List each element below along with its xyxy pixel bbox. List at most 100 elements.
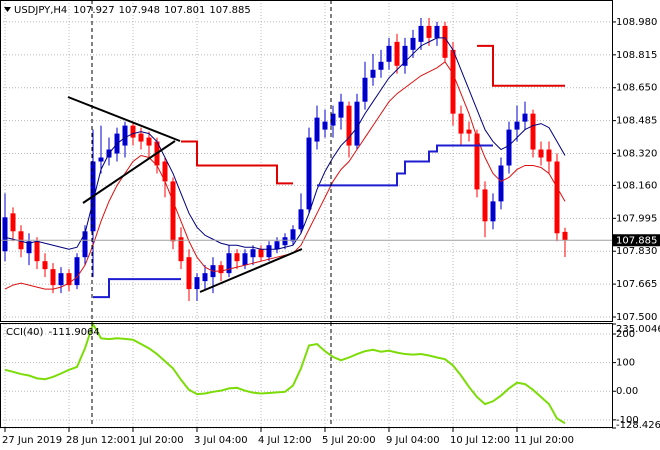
candle-body xyxy=(26,241,32,254)
candle-body xyxy=(138,133,144,142)
candle-body xyxy=(42,261,48,270)
candle-body xyxy=(362,77,368,102)
cci-header: CCI(40) -111.9064 xyxy=(6,327,100,338)
y-tick-label: 108.815 xyxy=(616,50,657,61)
candle-body xyxy=(546,149,552,162)
candle-body xyxy=(290,229,296,242)
y-tick-label: 107.500 xyxy=(616,312,657,323)
candle-body xyxy=(506,129,512,166)
candle-body xyxy=(226,253,232,274)
candle-body xyxy=(274,241,280,250)
trend-line xyxy=(82,140,176,204)
y-tick-label: 108.320 xyxy=(616,149,657,160)
menu-triangle[interactable] xyxy=(4,7,11,12)
y-tick-label: 235.0046 xyxy=(616,324,660,335)
y-tick-label: 108.980 xyxy=(616,17,657,28)
candle-body xyxy=(202,273,208,282)
candle-body xyxy=(490,201,496,222)
cci-title: CCI(40) xyxy=(6,327,44,338)
y-tick-label: 100 xyxy=(616,358,635,369)
candle-body xyxy=(394,41,400,66)
candle-body xyxy=(258,249,264,258)
y-tick-label: 107.830 xyxy=(616,246,657,257)
candle-body xyxy=(322,121,328,130)
candle-body xyxy=(98,157,104,162)
candle-body xyxy=(442,25,448,58)
y-tick-label: 107.665 xyxy=(616,279,657,290)
x-tick-label: 28 Jun 12:00 xyxy=(66,435,130,446)
candle-body xyxy=(458,113,464,134)
x-tick-label: 27 Jun 2019 xyxy=(2,435,62,446)
candle-body xyxy=(250,249,256,258)
y-tick-label: -128.426 xyxy=(616,420,660,431)
candle-body xyxy=(242,253,248,266)
candle-body xyxy=(66,273,72,286)
price-tag xyxy=(613,234,660,247)
y-tick-label: 200 xyxy=(616,329,635,340)
candle-body xyxy=(162,161,168,182)
candle-body xyxy=(338,101,344,118)
candle-body xyxy=(418,25,424,42)
trend-line xyxy=(199,248,303,293)
candle-body xyxy=(402,45,408,66)
y-tick-label: 0.00 xyxy=(616,386,638,397)
x-tick-label: 3 Jul 04:00 xyxy=(194,435,248,446)
candle-body xyxy=(466,129,472,134)
candle-body xyxy=(386,45,392,62)
candle-body xyxy=(10,213,16,232)
candle-body xyxy=(370,69,376,78)
candle-body xyxy=(50,269,56,286)
candle-body xyxy=(74,257,80,286)
candle-body xyxy=(378,61,384,70)
candle-body xyxy=(522,113,528,122)
candle-body xyxy=(130,125,136,138)
candle-body xyxy=(314,117,320,142)
candle-body xyxy=(298,209,304,230)
candle-body xyxy=(34,241,40,262)
open-value: 107.927 xyxy=(73,5,114,16)
candle-body xyxy=(82,231,88,258)
candle-body xyxy=(514,121,520,130)
y-tick-label: 108.650 xyxy=(616,83,657,94)
x-tick-label: 11 Jul 20:00 xyxy=(514,435,574,446)
candle-body xyxy=(434,25,440,38)
symbol: USDJPY,H4 xyxy=(14,5,67,16)
candle-body xyxy=(186,257,192,290)
candle-body xyxy=(530,113,536,150)
close-value: 107.885 xyxy=(209,5,250,16)
step-line xyxy=(181,44,565,185)
x-tick-label: 10 Jul 12:00 xyxy=(450,435,510,446)
candle-body xyxy=(178,237,184,262)
candle-body xyxy=(498,165,504,202)
x-tick-label: 9 Jul 04:00 xyxy=(386,435,440,446)
main-frame xyxy=(0,0,613,322)
candle-body xyxy=(266,245,272,258)
candle-body xyxy=(218,265,224,274)
x-tick-label: 5 Jul 20:00 xyxy=(322,435,376,446)
low-value: 107.801 xyxy=(164,5,205,16)
candle-body xyxy=(194,277,200,290)
candle-body xyxy=(482,189,488,222)
candle-body xyxy=(538,149,544,158)
candle-body xyxy=(426,25,432,38)
high-value: 107.948 xyxy=(119,5,160,16)
y-tick-label: 107.995 xyxy=(616,213,657,224)
candle-body xyxy=(146,137,152,146)
candle-body xyxy=(562,231,568,241)
candle-body xyxy=(474,133,480,190)
candle-body xyxy=(346,105,352,146)
cci-line xyxy=(4,321,566,425)
candle-body xyxy=(354,101,360,146)
candle-body xyxy=(122,125,128,146)
candle-body xyxy=(234,253,240,262)
chart-header: USDJPY,H4 107.927 107.948 107.801 107.885 xyxy=(14,5,251,16)
y-tick-label: 108.485 xyxy=(616,116,657,127)
cci-value: -111.9064 xyxy=(48,327,99,338)
trend-line xyxy=(67,96,181,142)
candle-body xyxy=(306,137,312,210)
y-tick-label: -100 xyxy=(616,415,639,426)
y-tick-label: 108.160 xyxy=(616,180,657,191)
candle-body xyxy=(330,113,336,126)
